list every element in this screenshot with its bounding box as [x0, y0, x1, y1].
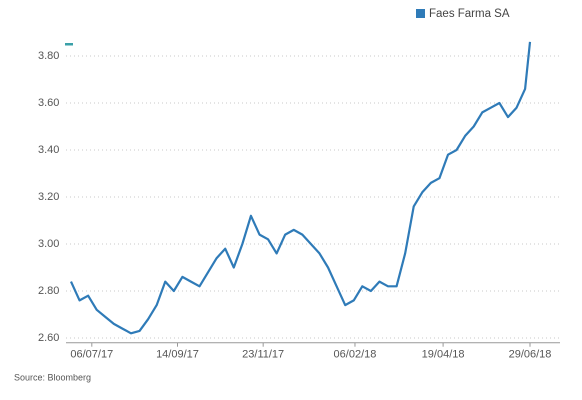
x-tick-label: 29/06/18 [509, 349, 552, 361]
marker-decoration [65, 43, 73, 46]
y-tick-label: 2.60 [38, 332, 59, 344]
y-tick-label: 3.60 [38, 97, 59, 109]
y-tick-label: 3.20 [38, 191, 59, 203]
x-tick-label: 06/02/18 [334, 349, 377, 361]
x-tick-label: 19/04/18 [422, 349, 465, 361]
y-tick-label: 3.00 [38, 238, 59, 250]
price-line [69, 41, 532, 335]
y-tick-label: 2.80 [38, 285, 59, 297]
x-tick-label: 14/09/17 [156, 349, 199, 361]
legend-swatch [416, 9, 425, 18]
x-tick-label: 23/11/17 [242, 349, 284, 361]
legend-label: Faes Farma SA [429, 8, 510, 20]
source-note: Source: Bloomberg [14, 372, 91, 382]
y-tick-label: 3.80 [38, 50, 59, 62]
x-tick-label: 06/07/17 [70, 349, 113, 361]
y-tick-label: 3.40 [38, 144, 59, 156]
